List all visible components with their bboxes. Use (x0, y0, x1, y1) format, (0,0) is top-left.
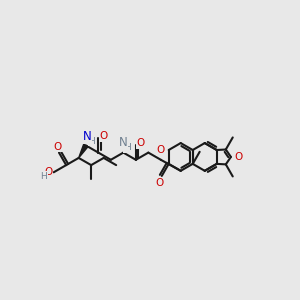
Text: H: H (88, 137, 95, 146)
Text: O: O (157, 145, 165, 155)
Text: O: O (45, 167, 53, 177)
Text: O: O (99, 131, 107, 141)
Text: O: O (156, 178, 164, 188)
Polygon shape (79, 144, 88, 158)
Text: O: O (137, 138, 145, 148)
Text: O: O (54, 142, 62, 152)
Text: N: N (119, 136, 128, 149)
Text: H: H (40, 172, 47, 181)
Text: O: O (235, 152, 243, 162)
Text: H: H (124, 143, 131, 152)
Text: N: N (82, 130, 91, 143)
